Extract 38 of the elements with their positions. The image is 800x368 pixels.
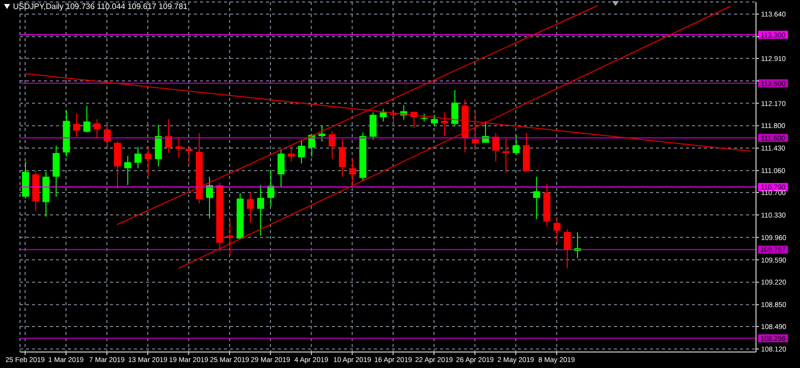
chart-title: USDJPY,Daily 109.736 110.044 109.617 109.781 (13, 2, 188, 11)
candlestick (134, 146, 142, 169)
candlestick (502, 138, 510, 173)
candlestick (318, 125, 326, 142)
candlestick (52, 145, 60, 198)
candlestick (278, 148, 285, 188)
candlestick (257, 184, 264, 236)
candlestick (451, 89, 458, 127)
candlestick (564, 228, 571, 269)
candlestick (94, 118, 101, 139)
candlestick (441, 112, 448, 137)
candlestick (206, 176, 213, 220)
candlestick (83, 105, 90, 133)
candlestick (328, 130, 336, 160)
candlestick (349, 158, 356, 184)
candlestick (73, 112, 80, 138)
candlestick (288, 146, 295, 162)
candlestick (104, 122, 111, 147)
candlestick (226, 220, 234, 256)
candlestick (554, 216, 561, 244)
candlestick (267, 170, 274, 207)
candlestick (144, 148, 152, 177)
candlestick (472, 111, 479, 151)
candlestick (533, 176, 540, 220)
candlestick (114, 141, 121, 189)
candlestick (165, 118, 172, 154)
candlestick (338, 139, 346, 178)
candlestick (380, 108, 387, 122)
candlestick (492, 132, 500, 162)
candlestick (370, 112, 377, 140)
candlestick (124, 156, 132, 186)
candlestick (390, 112, 397, 126)
candlestick (430, 114, 438, 127)
candlestick (175, 136, 182, 158)
candlestick (246, 192, 254, 224)
candlestick (154, 124, 162, 167)
candlestick (298, 139, 305, 164)
candlestick (512, 134, 520, 156)
